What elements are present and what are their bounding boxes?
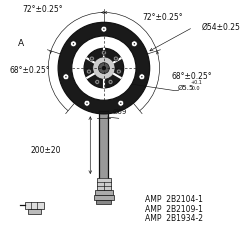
Text: 200±20: 200±20	[30, 146, 60, 156]
Circle shape	[101, 26, 107, 32]
Bar	[100, 112, 108, 178]
Circle shape	[110, 81, 112, 83]
Text: AMP  2B1934-2: AMP 2B1934-2	[145, 214, 203, 224]
Text: AMP  2B2109-1: AMP 2B2109-1	[145, 204, 203, 214]
Bar	[96, 200, 111, 204]
Circle shape	[141, 76, 142, 78]
Circle shape	[118, 100, 124, 106]
Circle shape	[118, 70, 120, 72]
Circle shape	[73, 43, 74, 44]
Bar	[25, 202, 44, 209]
Circle shape	[84, 48, 124, 88]
Circle shape	[103, 28, 105, 30]
Text: 68°±0.25°: 68°±0.25°	[10, 66, 50, 75]
Circle shape	[70, 41, 76, 47]
Circle shape	[96, 81, 98, 83]
Circle shape	[91, 58, 93, 59]
Circle shape	[115, 58, 117, 59]
Bar	[95, 190, 112, 196]
Circle shape	[88, 70, 90, 72]
Bar	[28, 209, 42, 214]
Circle shape	[95, 80, 100, 84]
Circle shape	[63, 74, 69, 80]
Bar	[97, 178, 110, 190]
Circle shape	[65, 76, 67, 78]
Circle shape	[86, 69, 92, 74]
Text: AMP  2B2104-1: AMP 2B2104-1	[145, 195, 203, 204]
Bar	[94, 196, 114, 200]
Circle shape	[132, 41, 137, 47]
Circle shape	[102, 66, 106, 70]
Circle shape	[114, 56, 118, 61]
Text: 68°±0.25°: 68°±0.25°	[172, 72, 212, 81]
Circle shape	[120, 102, 122, 104]
Circle shape	[72, 36, 136, 100]
Text: 72°±0.25°: 72°±0.25°	[142, 13, 183, 22]
Circle shape	[103, 52, 105, 54]
Circle shape	[108, 80, 113, 84]
Text: Ø54±0.25: Ø54±0.25	[202, 23, 240, 32]
Circle shape	[98, 63, 109, 74]
Circle shape	[84, 100, 90, 106]
Text: Ø5.5: Ø5.5	[178, 85, 194, 91]
Circle shape	[116, 69, 121, 74]
Circle shape	[86, 102, 88, 104]
Circle shape	[139, 74, 145, 80]
Text: 72°±0.25°: 72°±0.25°	[22, 6, 63, 15]
Circle shape	[58, 22, 150, 114]
Circle shape	[102, 50, 106, 55]
Text: +0.1
-0.0: +0.1 -0.0	[190, 80, 202, 91]
Circle shape	[90, 56, 94, 61]
Circle shape	[93, 57, 115, 79]
Text: A: A	[18, 39, 24, 48]
Text: Ø69: Ø69	[112, 108, 127, 114]
Circle shape	[134, 43, 135, 44]
